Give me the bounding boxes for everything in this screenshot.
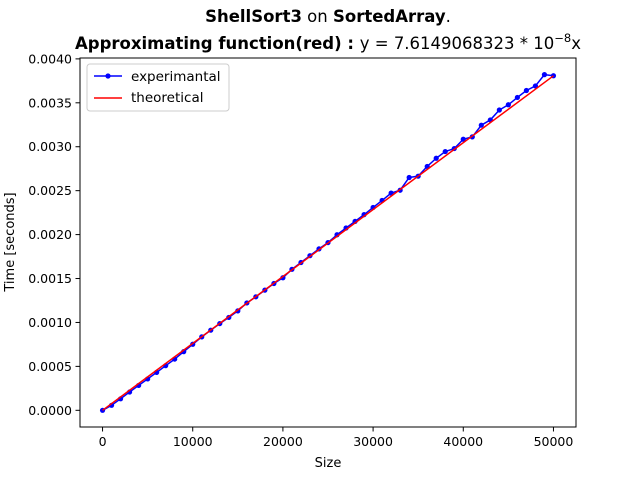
legend-box	[86, 63, 230, 112]
title-line1-segment: SortedArray	[333, 7, 446, 26]
data-point-experimental	[478, 122, 484, 128]
x-axis-ticks: 0 10000 20000 30000 40000 50000	[99, 427, 574, 449]
x-tick-label: 10000	[173, 434, 213, 449]
x-tick-label: 50000	[534, 434, 574, 449]
title-exponent: −8	[554, 31, 571, 45]
y-tick-label: 0.0000	[28, 403, 72, 418]
plot-area	[79, 57, 577, 428]
legend-label-experimental: experimantal	[131, 69, 221, 85]
y-tick-label: 0.0020	[28, 227, 72, 242]
data-point-experimental	[460, 136, 466, 142]
chart-title-line1: ShellSort3 on SortedArray.	[205, 7, 451, 26]
title-line1-segment: on	[302, 7, 333, 26]
legend: experimantal theoretical	[86, 63, 230, 112]
x-tick-label: 30000	[353, 434, 393, 449]
y-tick-label: 0.0035	[28, 95, 72, 110]
data-point-experimental	[532, 83, 539, 89]
y-tick-label: 0.0010	[28, 315, 72, 330]
series-layer	[99, 72, 557, 413]
y-axis-ticks: 0.0000 0.0005 0.0010 0.0015 0.0020 0.0025 0.00…	[28, 51, 80, 418]
data-point-experimental	[514, 94, 520, 101]
data-point-experimental	[442, 148, 448, 155]
y-tick-label: 0.0005	[28, 359, 72, 374]
title-line2-tail: x	[571, 34, 581, 53]
data-point-experimental	[406, 174, 412, 181]
x-axis-label: Size	[315, 456, 342, 471]
title-line2-segment: Approximating function(red)	[75, 34, 342, 53]
x-tick-label: 20000	[263, 434, 303, 449]
chart-title-line2: Approximating function(red) : y = 7.6149…	[75, 31, 581, 53]
data-point-experimental	[496, 107, 502, 113]
data-point-experimental	[523, 87, 530, 94]
legend-label-theoretical: theoretical	[131, 90, 203, 106]
x-tick-label: 0	[99, 434, 107, 449]
data-point-experimental	[505, 102, 511, 108]
title-line2-segment: :	[342, 34, 360, 53]
title-line1-segment: ShellSort3	[205, 7, 302, 26]
data-point-experimental	[433, 155, 439, 161]
legend-marker-experimental	[105, 73, 111, 79]
series-line-theoretical	[102, 75, 554, 411]
y-tick-label: 0.0040	[28, 51, 72, 66]
title-line1-segment: .	[446, 7, 451, 26]
y-tick-label: 0.0015	[28, 271, 72, 286]
y-axis-label: Time [seconds]	[3, 192, 18, 292]
x-tick-label: 40000	[443, 434, 483, 449]
y-tick-label: 0.0030	[28, 139, 72, 154]
data-point-experimental	[541, 72, 548, 78]
title-line2-segment: y = 7.6149068323 * 10	[360, 34, 555, 53]
y-tick-label: 0.0025	[28, 183, 72, 198]
